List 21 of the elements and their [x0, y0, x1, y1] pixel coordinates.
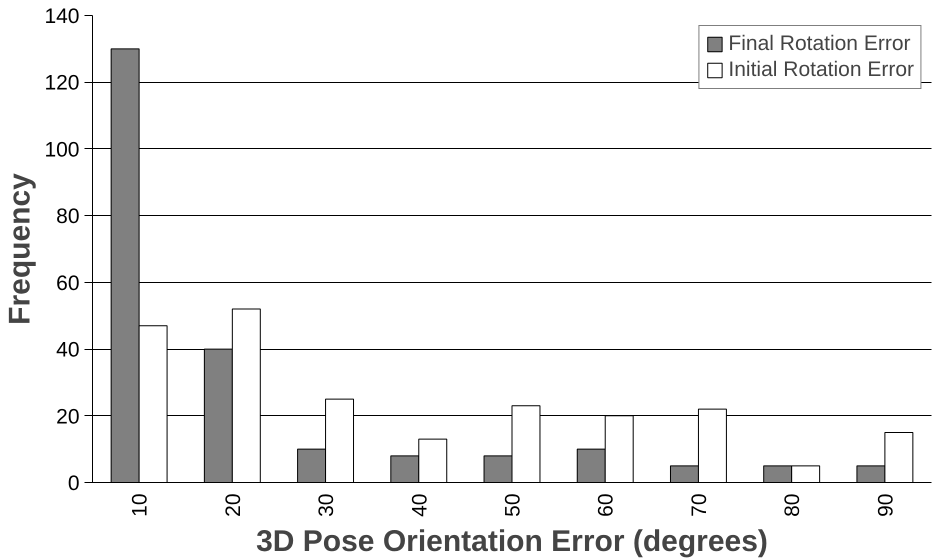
legend-label: Final Rotation Error — [728, 32, 910, 56]
y-tick-label: 20 — [56, 405, 80, 428]
x-tick-label: 50 — [502, 494, 524, 517]
y-tick-label: 100 — [44, 138, 80, 162]
y-tick-label: 40 — [56, 338, 80, 362]
x-tick-label: 10 — [128, 494, 152, 517]
x-tick-label: 80 — [781, 494, 804, 517]
y-tick-label: 80 — [56, 205, 80, 228]
x-tick-label: 70 — [688, 494, 711, 517]
x-tick-label: 90 — [874, 494, 898, 517]
legend-label: Initial Rotation Error — [728, 58, 914, 82]
y-tick-label: 140 — [44, 5, 80, 28]
x-tick-label: 20 — [222, 494, 245, 517]
x-axis-title: 3D Pose Orientation Error (degrees) — [256, 524, 768, 558]
x-tick-label: 40 — [408, 494, 432, 517]
x-tick-label: 60 — [594, 494, 618, 517]
y-axis-title: Frequency — [3, 172, 36, 325]
y-tick-label: 0 — [68, 472, 80, 495]
y-tick-label: 60 — [56, 272, 80, 295]
y-tick-label: 120 — [44, 72, 80, 95]
x-tick-label: 30 — [315, 494, 338, 517]
